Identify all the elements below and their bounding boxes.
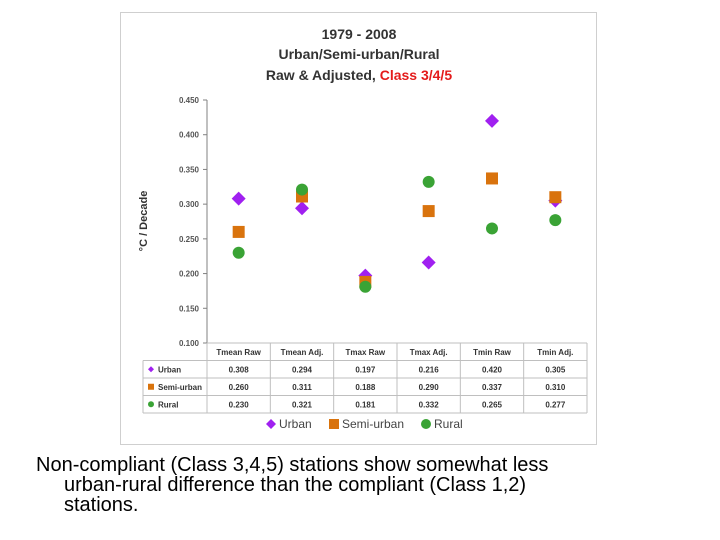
point-rural bbox=[232, 246, 245, 259]
chart-title-line-2: Urban/Semi-urban/Rural bbox=[278, 46, 439, 62]
legend-label: Urban bbox=[279, 417, 312, 431]
caption-line-1: Non-compliant (Class 3,4,5) stations sho… bbox=[36, 454, 549, 476]
y-tick-label: 0.350 bbox=[179, 165, 200, 174]
data-label: 0.277 bbox=[545, 400, 566, 409]
data-label: 0.337 bbox=[482, 383, 503, 392]
y-tick-label: 0.200 bbox=[179, 270, 200, 279]
data-label: 0.294 bbox=[292, 365, 313, 374]
data-label: 0.311 bbox=[292, 383, 312, 392]
y-tick-label: 0.150 bbox=[179, 304, 200, 313]
chart-svg: 1979 - 2008 Urban/Semi-urban/Rural Raw & A… bbox=[138, 26, 588, 431]
data-label: 0.308 bbox=[229, 365, 250, 374]
table-legend-key bbox=[148, 401, 154, 408]
point-rural bbox=[486, 222, 498, 235]
y-tick-label: 0.250 bbox=[179, 235, 200, 244]
data-label: 0.332 bbox=[419, 400, 440, 409]
point-urban bbox=[231, 191, 246, 206]
data-label: 0.216 bbox=[419, 365, 440, 374]
data-label: 0.230 bbox=[229, 400, 250, 409]
caption: Non-compliant (Class 3,4,5) stations sho… bbox=[36, 455, 696, 515]
data-label: 0.310 bbox=[545, 383, 566, 392]
legend-label: Semi-urban bbox=[342, 417, 404, 431]
data-label: 0.181 bbox=[355, 400, 376, 409]
point-semi-urban bbox=[422, 205, 435, 218]
point-rural bbox=[296, 183, 308, 196]
legend-label: Rural bbox=[434, 417, 463, 431]
caption-line-3: stations. bbox=[64, 494, 139, 516]
point-urban bbox=[485, 113, 499, 128]
point-semi-urban bbox=[486, 172, 498, 185]
category-label: Tmin Adj. bbox=[537, 348, 573, 357]
point-urban bbox=[421, 255, 436, 270]
legend-key bbox=[329, 419, 339, 429]
y-tick-label: 0.400 bbox=[179, 131, 200, 140]
chart-panel: 1979 - 2008 Urban/Semi-urban/Rural Raw & A… bbox=[120, 12, 597, 445]
data-label: 0.260 bbox=[229, 383, 250, 392]
point-rural bbox=[359, 280, 372, 293]
data-label: 0.188 bbox=[355, 383, 376, 392]
table-series-label: Rural bbox=[158, 400, 178, 409]
data-label: 0.420 bbox=[482, 365, 503, 374]
data-label: 0.197 bbox=[355, 365, 376, 374]
y-axis-label: °C / Decade bbox=[138, 191, 150, 252]
caption-line-2: urban-rural difference than the complian… bbox=[64, 474, 527, 496]
point-rural bbox=[422, 175, 435, 188]
data-label: 0.305 bbox=[545, 365, 566, 374]
category-label: Tmax Raw bbox=[346, 348, 386, 357]
y-tick-label: 0.100 bbox=[179, 339, 200, 348]
y-tick-label: 0.300 bbox=[179, 200, 200, 209]
table-legend-key bbox=[148, 383, 154, 390]
point-semi-urban bbox=[232, 225, 245, 238]
legend-key bbox=[266, 419, 276, 429]
table-series-label: Semi-urban bbox=[158, 383, 202, 392]
data-label: 0.321 bbox=[292, 400, 313, 409]
chart-title-line-3-red: Class 3/4/5 bbox=[380, 67, 453, 83]
table-legend-key bbox=[148, 366, 154, 373]
data-label: 0.290 bbox=[419, 383, 440, 392]
table-series-label: Urban bbox=[158, 365, 181, 374]
chart-title-line-3-black: Raw & Adjusted, bbox=[266, 67, 380, 83]
chart-title-line-3: Raw & Adjusted, Class 3/4/5 bbox=[266, 67, 452, 83]
chart-title-line-1: 1979 - 2008 bbox=[322, 26, 397, 42]
point-rural bbox=[549, 214, 562, 227]
category-label: Tmean Adj. bbox=[281, 348, 324, 357]
category-label: Tmean Raw bbox=[216, 348, 261, 357]
category-label: Tmax Adj. bbox=[410, 348, 448, 357]
legend-key bbox=[421, 419, 431, 429]
point-semi-urban bbox=[549, 191, 562, 204]
data-label: 0.265 bbox=[482, 400, 503, 409]
point-urban bbox=[295, 201, 309, 216]
y-tick-label: 0.450 bbox=[179, 96, 200, 105]
category-label: Tmin Raw bbox=[473, 348, 512, 357]
